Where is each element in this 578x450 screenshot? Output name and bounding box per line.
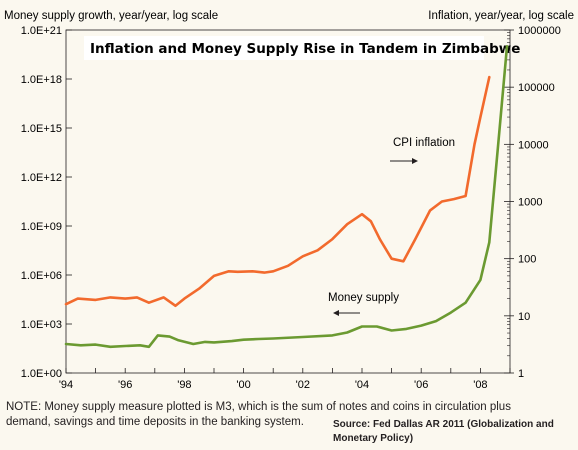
- right-tick-label: 100000: [518, 82, 555, 94]
- left-tick-label: 1.0E+12: [21, 172, 62, 184]
- x-axis: '94 '96 '98 '00 '02 '04 '06 '08: [59, 368, 511, 391]
- money-supply-annotation: Money supply: [328, 292, 399, 304]
- money-supply-line: [64, 44, 509, 349]
- right-tick-label: 1000000: [518, 25, 561, 37]
- left-tick-label: 1.0E+18: [21, 74, 62, 86]
- x-tick-label: '00: [236, 379, 250, 391]
- x-tick-label: '02: [296, 379, 310, 391]
- left-axis-label: Money supply growth, year/year, log scal…: [4, 10, 218, 22]
- left-tick-label: 1.0E+09: [21, 221, 62, 233]
- title-box: [84, 36, 484, 60]
- right-tick-label: 100: [518, 254, 536, 266]
- footnote: NOTE: Money supply measure plotted is M3…: [6, 401, 511, 428]
- source-credit: Source: Fed Dallas AR 2011 (Globalizatio…: [333, 419, 554, 444]
- series-layer: [64, 44, 509, 349]
- chart-title: Inflation and Money Supply Rise in Tande…: [90, 41, 520, 57]
- left-tick-label: 1.0E+03: [21, 319, 62, 331]
- x-tick-label: '08: [473, 379, 487, 391]
- x-tick-label: '96: [118, 379, 132, 391]
- left-tick-label: 1.0E+15: [21, 123, 62, 135]
- right-arrow-icon: [390, 158, 418, 164]
- x-tick-label: '04: [355, 379, 369, 391]
- left-tick-label: 1.0E+00: [21, 368, 62, 380]
- right-axis-label: Inflation, year/year, log scale: [428, 10, 574, 22]
- cpi-inflation-line: [64, 75, 491, 308]
- left-tick-label: 1.0E+21: [21, 25, 62, 37]
- right-tick-label: 1: [518, 368, 524, 380]
- right-tick-label: 10000: [518, 139, 549, 151]
- left-arrow-icon: [333, 310, 360, 316]
- left-tick-label: 1.0E+06: [21, 270, 62, 282]
- x-tick-label: '98: [177, 379, 191, 391]
- x-tick-label: '06: [414, 379, 428, 391]
- right-tick-label: 1000: [518, 197, 542, 209]
- x-tick-label: '94: [59, 379, 73, 391]
- left-axis: 1.0E+00 1.0E+03 1.0E+06 1.0E+09 1.0E+12 1.0E+…: [21, 25, 72, 380]
- cpi-inflation-annotation: CPI inflation: [393, 137, 455, 149]
- right-axis: 1 10 100 1000 10000 100000 1000000: [504, 25, 561, 380]
- right-tick-label: 10: [518, 311, 530, 323]
